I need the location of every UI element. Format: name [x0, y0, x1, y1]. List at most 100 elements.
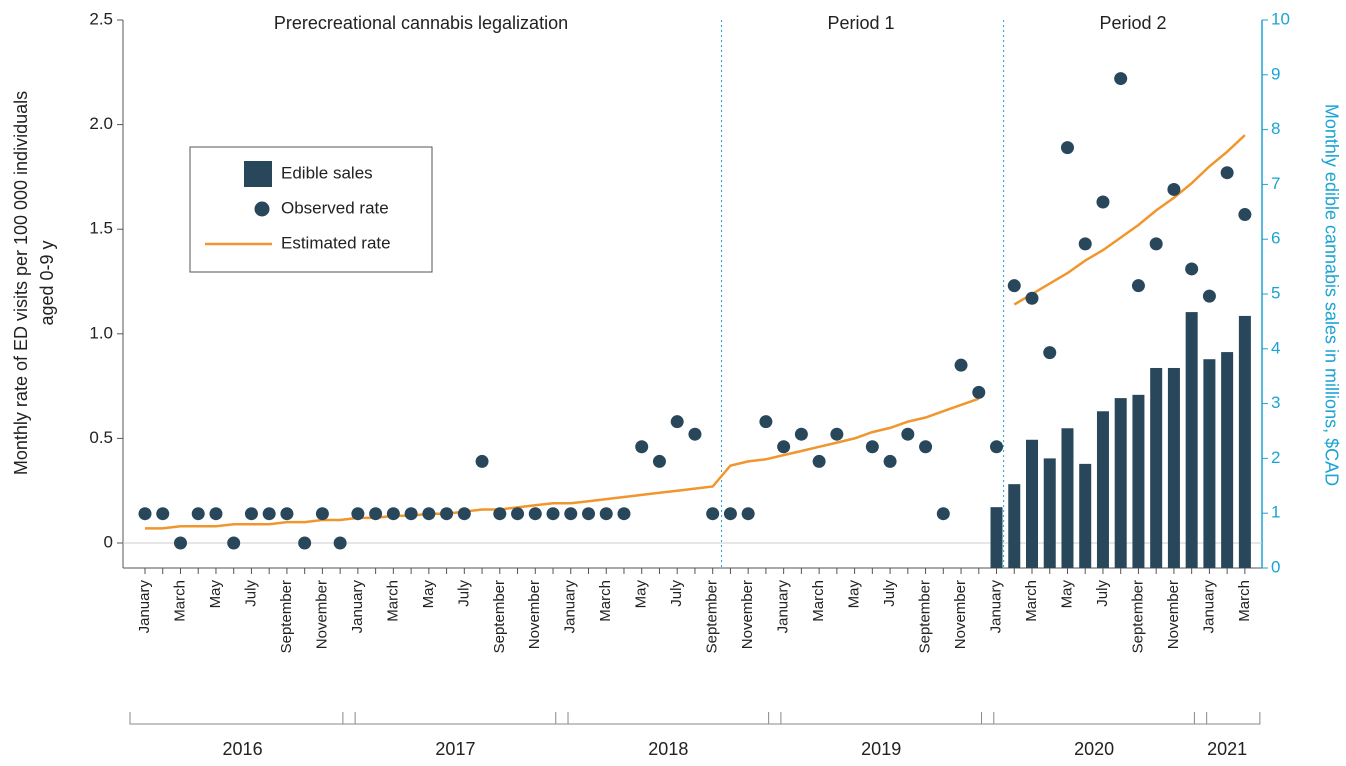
bar: [1043, 458, 1056, 568]
bar: [1132, 394, 1145, 568]
x-tick-label: November: [526, 580, 543, 649]
year-label: 2019: [861, 739, 901, 759]
y2-tick-label: 1: [1271, 503, 1280, 522]
y2-tick-label: 6: [1271, 229, 1280, 248]
year-bracket: [342, 712, 569, 725]
dot: [1185, 262, 1199, 276]
dot: [173, 536, 187, 550]
dot: [1149, 237, 1163, 251]
y2-tick-label: 3: [1271, 393, 1280, 412]
x-tick-label: March: [384, 580, 401, 622]
x-tick-label: July: [455, 580, 472, 607]
x-tick-label: May: [633, 580, 650, 609]
dot: [422, 507, 436, 521]
y2-tick-label: 9: [1271, 64, 1280, 83]
dot: [1096, 195, 1110, 209]
y-tick-label: 2.0: [89, 114, 113, 133]
dot: [919, 440, 933, 454]
y-tick-label: 1.5: [89, 219, 113, 238]
dot: [440, 507, 454, 521]
dot: [990, 440, 1004, 454]
dot: [688, 427, 702, 441]
dot: [617, 507, 631, 521]
bar: [1203, 359, 1216, 568]
x-tick-label: November: [1165, 580, 1182, 649]
dot: [599, 507, 613, 521]
dot: [1220, 166, 1234, 180]
dot: [369, 507, 383, 521]
legend-swatch: [244, 161, 272, 187]
dot: [830, 427, 844, 441]
year-label: 2018: [648, 739, 688, 759]
period-label: Prerecreational cannabis legalization: [274, 13, 568, 33]
dot: [883, 454, 897, 468]
dot: [1060, 141, 1074, 155]
dot: [706, 507, 720, 521]
dot: [280, 507, 294, 521]
dot: [812, 454, 826, 468]
year-bracket: [981, 712, 1208, 725]
y2-tick-label: 2: [1271, 448, 1280, 467]
bar: [1221, 352, 1234, 568]
dot: [386, 507, 400, 521]
dot: [244, 507, 258, 521]
bar: [1150, 367, 1163, 568]
x-tick-label: September: [491, 580, 508, 653]
x-tick-label: November: [739, 580, 756, 649]
bar: [1096, 411, 1109, 568]
dot: [475, 454, 489, 468]
dot: [191, 507, 205, 521]
y2-tick-label: 10: [1271, 9, 1290, 28]
x-tick-label: July: [668, 580, 685, 607]
dot: [209, 507, 223, 521]
dot: [546, 507, 560, 521]
dot: [1007, 279, 1021, 293]
dot: [351, 507, 365, 521]
dot: [954, 358, 968, 372]
y2-tick-label: 5: [1271, 283, 1280, 302]
y2-tick-label: 4: [1271, 338, 1280, 357]
period-label: Period 2: [1099, 13, 1166, 33]
dot: [564, 507, 578, 521]
dot: [298, 536, 312, 550]
dot: [1114, 72, 1128, 86]
y-axis-label: Monthly rate of ED visits per 100 000 in…: [11, 91, 31, 475]
dot: [741, 507, 755, 521]
x-tick-label: September: [917, 580, 934, 653]
dot: [652, 454, 666, 468]
dot: [1202, 289, 1216, 303]
legend-label: Observed rate: [281, 198, 389, 217]
x-tick-label: January: [136, 580, 153, 634]
x-tick-label: January: [349, 580, 366, 634]
bar: [990, 507, 1003, 568]
dot: [1043, 346, 1057, 360]
x-tick-label: July: [242, 580, 259, 607]
x-tick-label: May: [207, 580, 224, 609]
dot: [138, 507, 152, 521]
y2-tick-label: 8: [1271, 119, 1280, 138]
dot: [404, 507, 418, 521]
dot: [315, 507, 329, 521]
legend-swatch: [254, 201, 270, 217]
dot: [794, 427, 808, 441]
legend-label: Edible sales: [281, 163, 373, 182]
dot: [670, 415, 684, 429]
dot: [1131, 279, 1145, 293]
x-tick-label: January: [1200, 580, 1217, 634]
legend-label: Estimated rate: [281, 233, 391, 252]
dot: [1078, 237, 1092, 251]
x-tick-label: November: [313, 580, 330, 649]
dot: [156, 507, 170, 521]
dot: [936, 507, 950, 521]
dot: [723, 507, 737, 521]
y-tick-label: 1.0: [89, 323, 113, 342]
x-tick-label: November: [952, 580, 969, 649]
year-bracket: [768, 712, 995, 725]
year-label: 2020: [1074, 739, 1114, 759]
period-label: Period 1: [827, 13, 894, 33]
dot: [759, 415, 773, 429]
dot: [635, 440, 649, 454]
x-tick-label: March: [171, 580, 188, 622]
legend-box: [189, 146, 433, 273]
